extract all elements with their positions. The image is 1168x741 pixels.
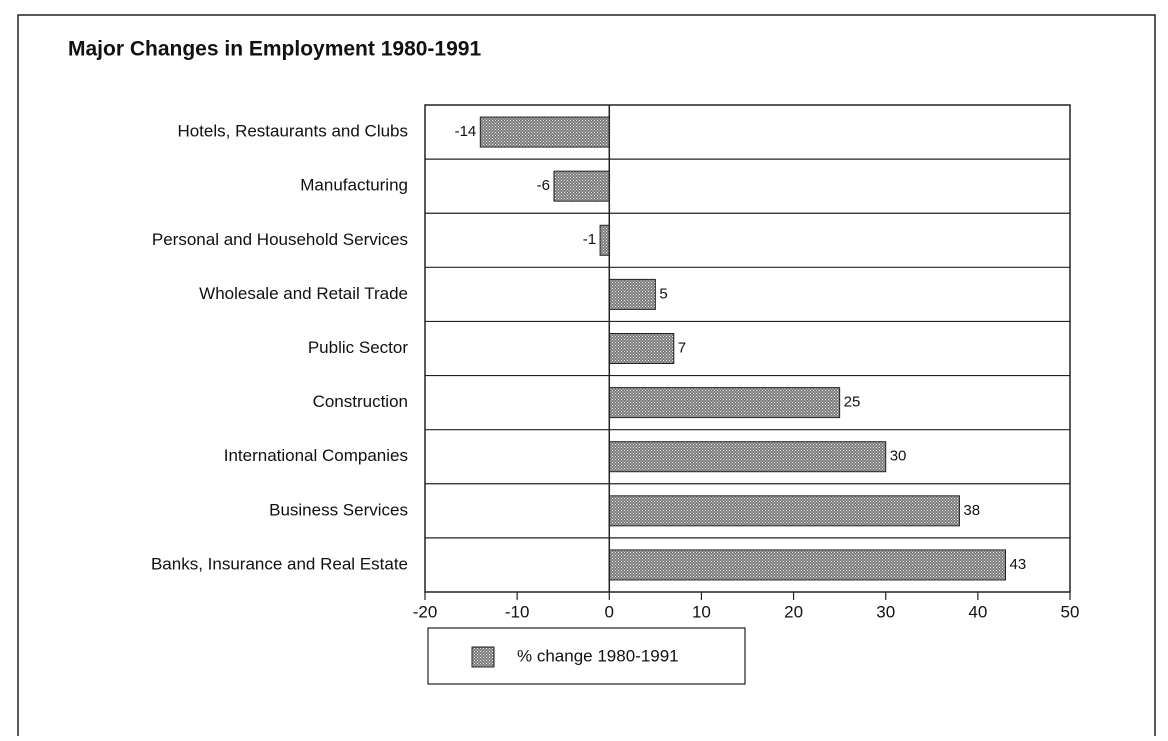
y-tick-label: Hotels, Restaurants and Clubs — [177, 122, 408, 141]
data-label: 5 — [659, 285, 667, 302]
bar — [608, 278, 656, 310]
data-label: 43 — [1010, 556, 1027, 573]
x-tick-label: 20 — [784, 602, 803, 621]
x-tick-label: 30 — [876, 602, 895, 621]
legend-swatch — [471, 646, 495, 668]
y-tick-label: Personal and Household Services — [152, 230, 408, 249]
legend-label: % change 1980-1991 — [517, 646, 679, 665]
bar — [608, 333, 675, 364]
data-label: 38 — [963, 502, 980, 519]
chart-title: Major Changes in Employment 1980-1991 — [68, 38, 481, 61]
y-tick-label: Manufacturing — [300, 176, 408, 195]
bar — [599, 224, 610, 256]
x-tick-label: 50 — [1061, 602, 1080, 621]
y-tick-label: Banks, Insurance and Real Estate — [151, 554, 408, 573]
y-tick-label: Construction — [313, 392, 408, 411]
x-tick-label: 40 — [968, 602, 987, 621]
bar — [608, 387, 841, 419]
y-tick-label: Wholesale and Retail Trade — [199, 284, 408, 303]
data-label: -6 — [537, 177, 550, 194]
x-tick-label: 0 — [605, 602, 614, 621]
y-tick-label: International Companies — [224, 446, 408, 465]
data-label: 30 — [890, 448, 907, 465]
plot-area — [424, 104, 1071, 593]
bar — [608, 441, 887, 473]
bar — [608, 495, 960, 527]
x-tick-label: -10 — [505, 602, 530, 621]
data-label: -14 — [455, 123, 477, 140]
x-tick-label: -20 — [413, 602, 438, 621]
x-tick-label: 10 — [692, 602, 711, 621]
data-label: 7 — [678, 339, 686, 356]
data-label: -1 — [583, 231, 596, 248]
bar — [479, 116, 610, 148]
bar — [608, 549, 1006, 581]
data-label: 25 — [844, 394, 861, 411]
frame — [17, 14, 1156, 741]
bar — [553, 170, 610, 202]
y-tick-label: Public Sector — [308, 338, 408, 357]
y-tick-label: Business Services — [269, 500, 408, 519]
